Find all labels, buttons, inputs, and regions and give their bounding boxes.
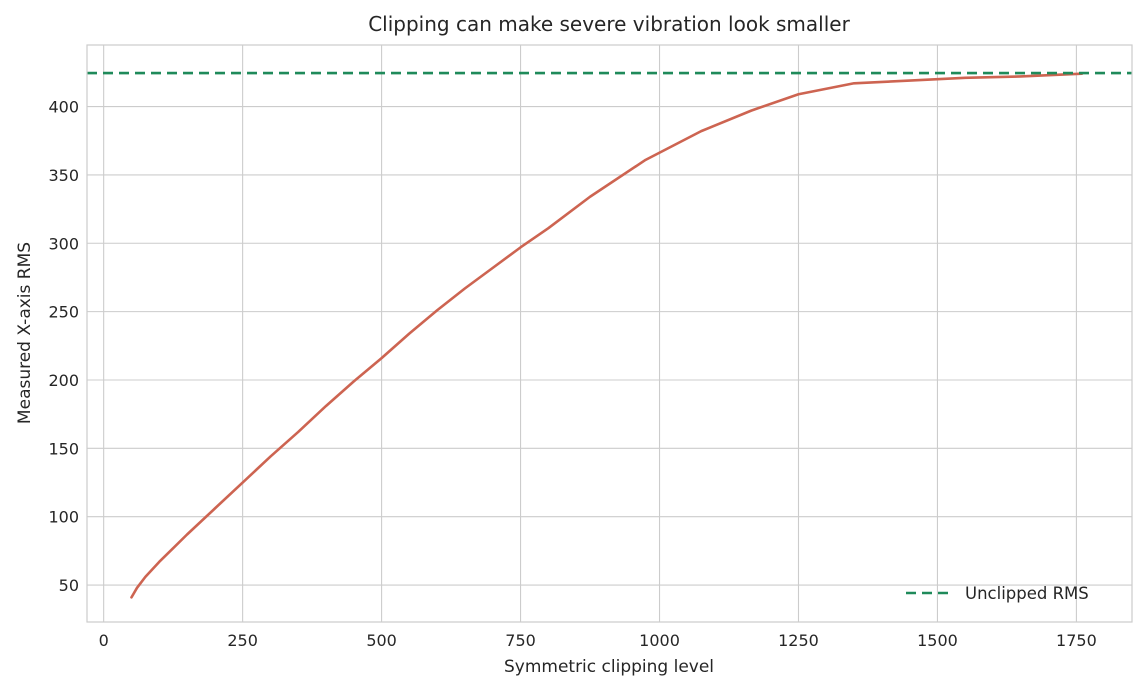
y-tick-label-350: 350 bbox=[48, 166, 79, 185]
grid-layer bbox=[87, 45, 1132, 622]
y-tick-label-400: 400 bbox=[48, 98, 79, 117]
y-tick-label-200: 200 bbox=[48, 371, 79, 390]
x-tick-label-250: 250 bbox=[227, 631, 258, 650]
y-axis-label: Measured X-axis RMS bbox=[15, 242, 35, 424]
x-tick-label-750: 750 bbox=[505, 631, 536, 650]
y-tick-label-50: 50 bbox=[59, 576, 79, 595]
series-layer bbox=[87, 71, 1132, 599]
x-tick-label-1000: 1000 bbox=[639, 631, 680, 650]
legend: Unclipped RMS bbox=[906, 584, 1089, 603]
y-tick-label-300: 300 bbox=[48, 234, 79, 253]
chart-title: Clipping can make severe vibration look … bbox=[368, 12, 850, 36]
legend-label-unclipped-rms: Unclipped RMS bbox=[965, 584, 1089, 603]
x-axis-label: Symmetric clipping level bbox=[504, 657, 714, 677]
measured-rms-line bbox=[130, 72, 1084, 599]
x-tick-label-1250: 1250 bbox=[778, 631, 819, 650]
plot-frame bbox=[86, 44, 1133, 623]
x-tick-label-1750: 1750 bbox=[1056, 631, 1097, 650]
y-tick-label-150: 150 bbox=[48, 439, 79, 458]
x-tick-label-500: 500 bbox=[366, 631, 397, 650]
x-tick-label-0: 0 bbox=[99, 631, 109, 650]
tick-layer: 0 250 500 750 1000 1250 1500 1750 50 100 150 200 250… bbox=[48, 98, 1096, 650]
y-tick-label-250: 250 bbox=[48, 303, 79, 322]
y-tick-label-100: 100 bbox=[48, 508, 79, 527]
x-tick-label-1500: 1500 bbox=[917, 631, 958, 650]
